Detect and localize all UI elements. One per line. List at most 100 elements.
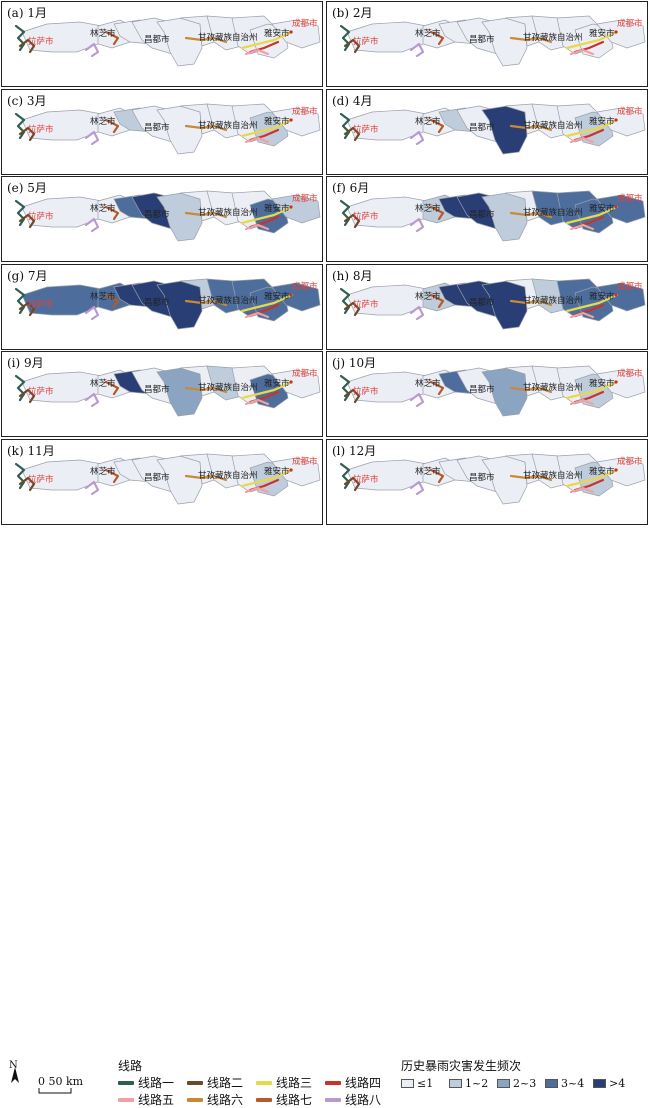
city-label: 昌都市 <box>469 209 495 220</box>
route-line <box>565 468 619 487</box>
city-dot <box>289 467 293 472</box>
route-line <box>343 213 361 229</box>
city-label: 林芝市 <box>415 378 441 389</box>
route-line <box>240 380 294 400</box>
panel-label: (h) 8月 <box>332 268 373 283</box>
city-label: 林芝市 <box>415 116 441 127</box>
city-label: 雅安市 <box>589 28 615 39</box>
city-dot <box>289 117 293 122</box>
city-label: 雅安市 <box>589 378 615 389</box>
region-area <box>271 282 321 311</box>
city-dot <box>289 205 293 209</box>
region-area <box>271 457 321 486</box>
map-panel: 拉萨市 林芝市 昌都市 甘孜藏族自治州 雅安市 成都市 (a) 1月 <box>1 1 323 87</box>
route-line <box>104 468 120 483</box>
city-dot <box>614 380 618 384</box>
city-dot <box>614 117 618 122</box>
panel-label: (i) 9月 <box>7 356 44 370</box>
route-name: 线路四 <box>345 1076 382 1090</box>
route-line <box>14 374 26 402</box>
region-area <box>596 369 646 399</box>
route-line <box>84 480 100 495</box>
city-label: 林芝市 <box>415 291 441 302</box>
region-area <box>596 457 646 486</box>
route-line <box>429 205 445 221</box>
route-line <box>244 398 270 406</box>
city-label: 成都市 <box>292 368 318 379</box>
map-panel: 拉萨市 林芝市 昌都市 甘孜藏族自治州 雅安市 成都市 (f) 6月 <box>326 176 648 262</box>
city-label: 昌都市 <box>469 122 495 133</box>
route-name: 线路二 <box>207 1076 244 1090</box>
route-line <box>240 30 294 50</box>
route-name: 线路六 <box>207 1093 244 1107</box>
route-line <box>569 486 595 493</box>
frequency-label: >4 <box>609 1077 626 1090</box>
route-line <box>184 211 228 219</box>
panel-label: (a) 1月 <box>7 6 47 20</box>
route-line <box>184 474 228 481</box>
city-label: 拉萨市 <box>28 36 54 47</box>
city-label: 拉萨市 <box>28 211 54 222</box>
city-label: 甘孜藏族自治州 <box>523 32 583 43</box>
route-line <box>18 301 36 316</box>
route-swatch <box>325 1080 341 1085</box>
city-label: 拉萨市 <box>28 124 54 135</box>
panel-label: (g) 7月 <box>7 268 48 283</box>
route-line <box>14 199 26 227</box>
route-line <box>244 136 270 143</box>
route-line <box>339 462 351 489</box>
route-line <box>18 126 36 141</box>
city-label: 成都市 <box>292 193 318 204</box>
route-line <box>339 287 351 314</box>
route-line <box>104 380 120 396</box>
route-line <box>429 380 445 396</box>
city-label: 拉萨市 <box>28 299 54 310</box>
route-name: 线路一 <box>138 1076 175 1090</box>
frequency-label: 2~3 <box>513 1077 537 1090</box>
route-line <box>184 386 228 394</box>
route-line <box>509 211 553 219</box>
route-line <box>84 130 100 145</box>
city-label: 林芝市 <box>90 116 116 127</box>
city-label: 成都市 <box>617 106 643 117</box>
frequency-swatch <box>449 1079 462 1088</box>
route-line <box>509 299 553 306</box>
route-line <box>343 38 361 54</box>
panel-label: (c) 3月 <box>7 93 47 108</box>
route-line <box>429 118 445 133</box>
city-label: 昌都市 <box>144 34 170 45</box>
region-area <box>271 194 321 224</box>
city-label: 成都市 <box>617 368 643 379</box>
route-line <box>18 213 36 229</box>
map-panel: 拉萨市 林芝市 昌都市 甘孜藏族自治州 雅安市 成都市 (i) 9月 <box>1 351 323 437</box>
city-label: 拉萨市 <box>28 474 54 485</box>
city-label: 雅安市 <box>264 28 290 39</box>
city-label: 甘孜藏族自治州 <box>198 32 258 43</box>
route-legend-item: 线路六 <box>187 1091 243 1108</box>
city-label: 昌都市 <box>144 209 170 220</box>
panel-label: (l) 12月 <box>332 443 377 458</box>
route-line <box>84 392 100 408</box>
city-label: 拉萨市 <box>353 299 379 310</box>
city-label: 林芝市 <box>90 203 116 214</box>
region-area <box>596 107 646 136</box>
frequency-label: ≤1 <box>417 1077 434 1090</box>
route-line <box>343 301 361 316</box>
city-label: 成都市 <box>292 281 318 292</box>
region-area <box>271 107 321 136</box>
frequency-legend-item: 1~2 <box>449 1077 488 1090</box>
city-label: 甘孜藏族自治州 <box>523 120 583 131</box>
map-panel: 拉萨市 林芝市 昌都市 甘孜藏族自治州 雅安市 成都市 (e) 5月 <box>1 176 323 262</box>
route-name: 线路五 <box>138 1093 175 1107</box>
routes-title: 线路 <box>118 1059 143 1073</box>
route-line <box>343 126 361 141</box>
route-swatch <box>118 1097 134 1102</box>
route-line <box>569 311 595 318</box>
route-legend-item: 线路五 <box>118 1091 174 1108</box>
city-label: 雅安市 <box>589 203 615 214</box>
